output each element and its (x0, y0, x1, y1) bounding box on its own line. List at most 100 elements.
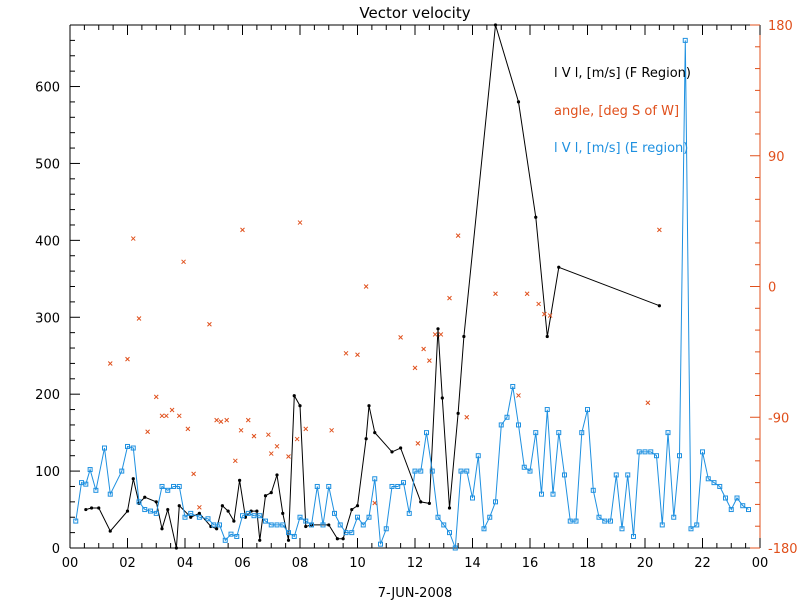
data-point (255, 509, 259, 513)
data-point-stroke (240, 227, 245, 233)
data-point (226, 509, 230, 513)
data-point (544, 407, 550, 413)
data-point-stroke (412, 365, 418, 371)
series-line-e-region (75, 40, 749, 549)
data-point (510, 383, 516, 389)
data-point-stroke (645, 400, 651, 406)
data-point (533, 430, 539, 436)
data-point (274, 443, 280, 449)
data-point (424, 430, 429, 436)
data-point (245, 417, 251, 423)
data-point (163, 413, 169, 419)
data-point (363, 284, 369, 289)
data-point (303, 518, 309, 524)
series-angle (107, 220, 662, 510)
data-point (527, 468, 533, 474)
data-point-stroke (438, 332, 444, 337)
data-point-stroke (363, 284, 369, 289)
data-point (536, 301, 541, 307)
data-point (493, 23, 498, 27)
data-point (579, 430, 585, 436)
data-point (521, 464, 527, 470)
data-point-stroke (191, 471, 196, 477)
data-point (657, 304, 661, 308)
data-point (547, 313, 553, 318)
data-point (297, 514, 303, 520)
data-point (97, 506, 101, 510)
data-point (291, 533, 297, 539)
data-point (335, 537, 339, 541)
data-point (429, 468, 435, 474)
data-point (131, 477, 135, 481)
data-point (487, 514, 493, 520)
data-point (188, 510, 194, 516)
data-point (337, 522, 343, 528)
data-point-stroke (232, 458, 238, 464)
data-point (562, 472, 567, 478)
data-point-stroke (524, 291, 530, 297)
data-point (412, 365, 418, 371)
data-point (406, 510, 412, 516)
data-point (177, 504, 181, 508)
data-point (343, 350, 349, 356)
data-point (608, 518, 613, 524)
data-point-stroke (266, 432, 271, 438)
data-point (705, 476, 711, 482)
data-point-stroke (447, 295, 452, 301)
data-point-stroke (181, 259, 186, 265)
data-point (539, 491, 544, 497)
data-point (125, 509, 130, 513)
data-point (427, 501, 431, 505)
data-point (436, 327, 440, 331)
data-point (309, 522, 314, 528)
legend: l V l, [m/s] (F Region) angle, [deg S of … (554, 66, 691, 156)
data-point (189, 515, 193, 519)
data-point (366, 514, 372, 520)
data-point (196, 514, 202, 520)
data-point (197, 504, 202, 510)
data-point (677, 453, 682, 459)
data-point (171, 483, 176, 489)
data-point-stroke (197, 504, 202, 510)
data-point (657, 227, 662, 233)
data-point (367, 404, 371, 408)
data-point (329, 427, 334, 433)
data-point (263, 518, 268, 524)
data-point (350, 507, 354, 512)
data-point (238, 427, 244, 433)
data-point-stroke (536, 301, 541, 307)
data-point (619, 526, 625, 532)
y2-tick-label: 180 (768, 19, 793, 34)
data-point (341, 537, 345, 541)
data-point (182, 514, 188, 520)
data-point (148, 508, 153, 514)
data-point (590, 487, 596, 493)
data-point-stroke (268, 451, 274, 456)
data-point (214, 417, 219, 423)
data-point (107, 491, 113, 497)
data-point (723, 495, 728, 501)
data-point-stroke (294, 436, 300, 442)
data-point-stroke (245, 417, 251, 423)
data-point (493, 499, 498, 505)
data-point (372, 476, 378, 482)
data-point (174, 546, 178, 550)
y2-tick-label: -180 (768, 542, 798, 557)
data-point (185, 426, 191, 432)
data-point (136, 499, 142, 505)
data-point (298, 404, 302, 408)
data-point (504, 414, 510, 420)
data-point-stroke (159, 413, 165, 419)
y2-tick-label: 0 (768, 281, 776, 296)
data-point (232, 519, 236, 523)
y-tick-label: 500 (35, 157, 60, 172)
data-point (234, 533, 240, 539)
data-point (516, 393, 521, 398)
y-axis-left: 0 100 200 300 400 500 600 (35, 24, 80, 557)
y-tick-label: 200 (35, 388, 60, 403)
data-point (746, 507, 751, 513)
data-point (355, 352, 360, 358)
x-tick-label: 06 (234, 556, 251, 571)
data-point (142, 507, 148, 513)
data-point (217, 522, 222, 528)
